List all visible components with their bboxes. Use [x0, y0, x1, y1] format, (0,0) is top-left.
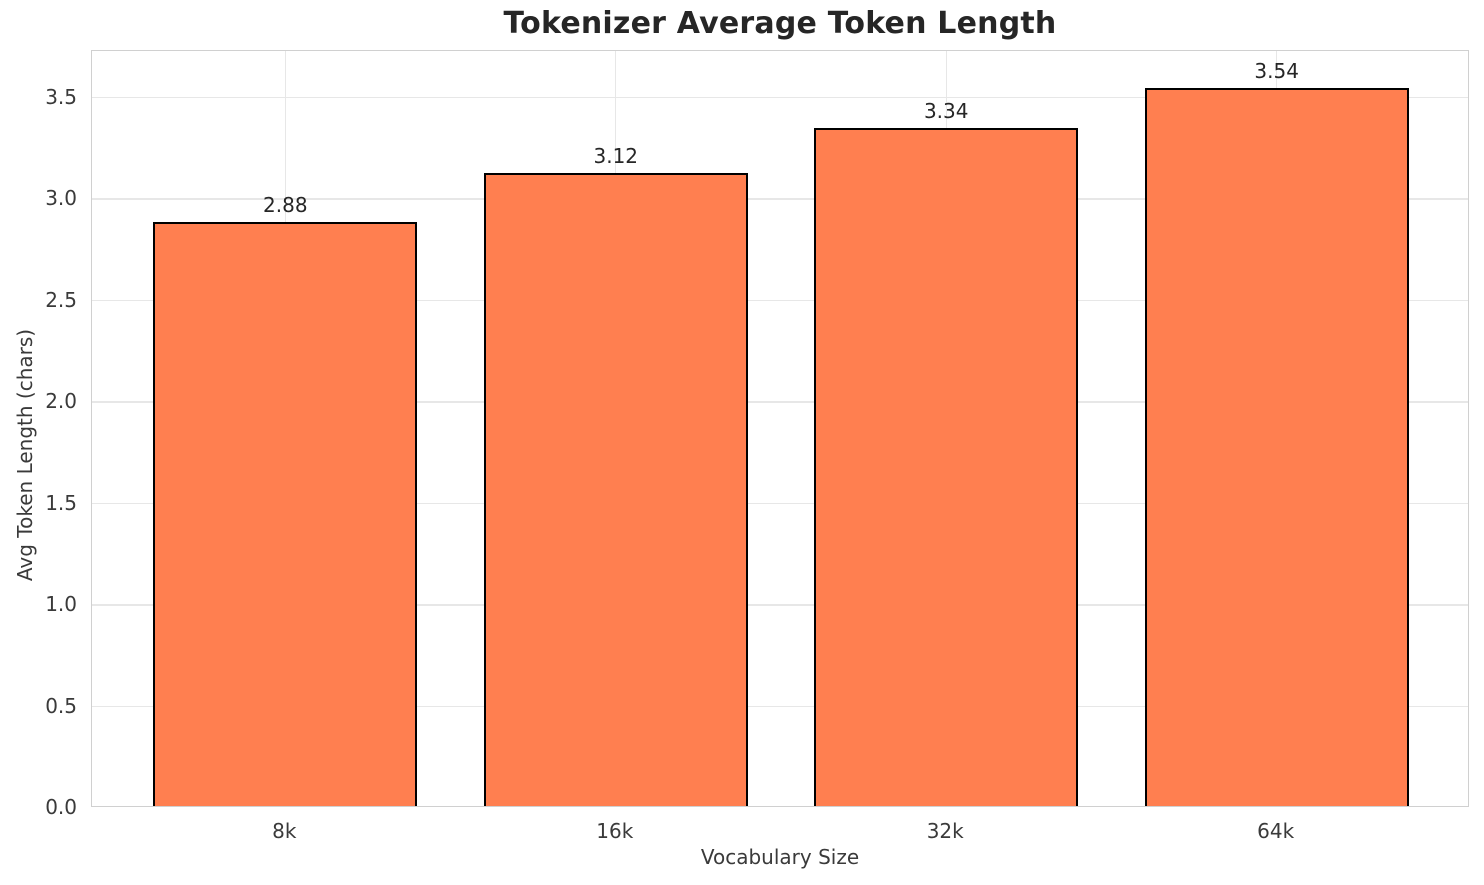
y-tick-label: 2.0 — [45, 389, 77, 414]
bar-8k — [153, 221, 418, 806]
y-tick-label: 2.5 — [45, 287, 77, 312]
y-axis-label: Avg Token Length (chars) — [13, 328, 37, 582]
gridline-horizontal — [92, 401, 1468, 403]
bar-value-label: 3.12 — [593, 143, 639, 168]
y-tick-label: 0.5 — [45, 693, 77, 718]
bar-32k — [814, 128, 1079, 806]
bar-64k — [1144, 87, 1409, 806]
plot-area: 2.88 3.12 3.34 3.54 — [91, 50, 1469, 807]
x-tick-label: 16k — [596, 819, 634, 843]
x-axis-label: Vocabulary Size — [700, 845, 860, 869]
y-tick-label: 3.5 — [45, 84, 77, 109]
x-tick-label: 64k — [1257, 819, 1295, 843]
y-tick-label: 3.0 — [45, 186, 77, 211]
chart-title: Tokenizer Average Token Length — [503, 6, 1057, 41]
bar-16k — [483, 172, 748, 806]
gridline-horizontal — [92, 604, 1468, 606]
gridline-horizontal — [92, 299, 1468, 302]
bar-value-label: 3.54 — [1254, 58, 1299, 83]
gridline-horizontal — [92, 96, 1468, 99]
gridline-horizontal — [92, 502, 1468, 505]
y-tick-label: 1.5 — [45, 490, 77, 515]
gridline-horizontal — [92, 198, 1468, 200]
gridline-horizontal — [92, 705, 1468, 708]
x-tick-label: 8k — [272, 819, 297, 843]
x-tick-label: 32k — [926, 819, 964, 843]
bar-value-label: 3.34 — [923, 99, 969, 124]
y-tick-label: 0.0 — [45, 795, 77, 819]
y-tick-label: 1.0 — [45, 592, 77, 617]
bar-value-label: 2.88 — [263, 192, 308, 217]
